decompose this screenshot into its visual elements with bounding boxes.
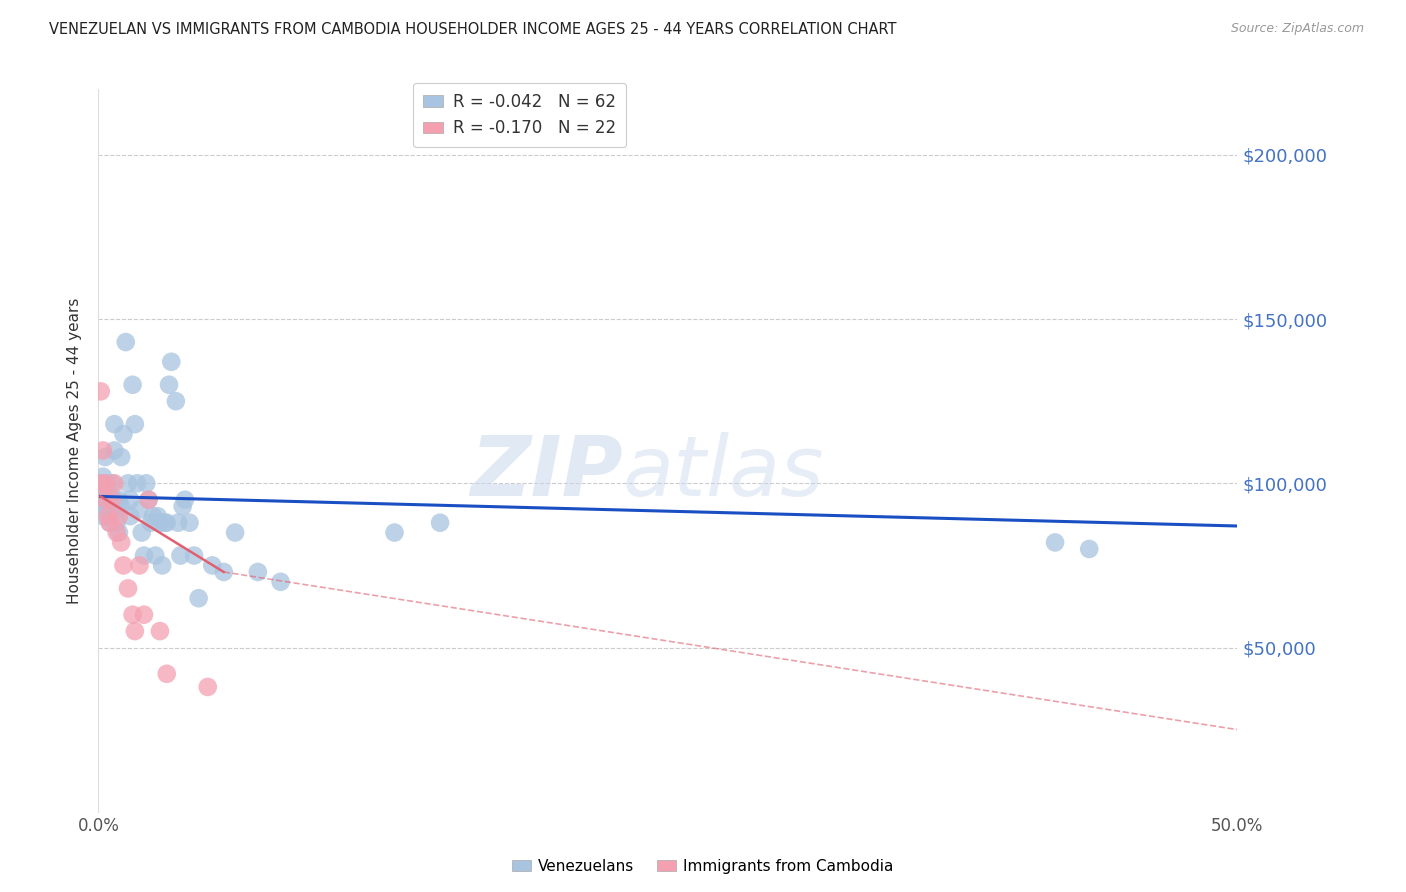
Point xyxy=(153,516,176,530)
Point xyxy=(201,558,224,573)
Point xyxy=(1078,541,1101,556)
Point xyxy=(128,502,150,516)
Point xyxy=(117,582,139,596)
Point xyxy=(179,516,201,530)
Point xyxy=(132,549,155,563)
Point xyxy=(132,607,155,622)
Point xyxy=(183,549,205,563)
Point xyxy=(98,516,121,530)
Point xyxy=(96,476,118,491)
Point xyxy=(101,500,124,514)
Point xyxy=(120,509,142,524)
Point xyxy=(124,624,146,639)
Point xyxy=(160,355,183,369)
Point xyxy=(224,525,246,540)
Point xyxy=(169,549,191,563)
Point xyxy=(101,476,124,491)
Point xyxy=(150,558,173,573)
Point xyxy=(108,492,131,507)
Text: Source: ZipAtlas.com: Source: ZipAtlas.com xyxy=(1230,22,1364,36)
Point xyxy=(94,476,117,491)
Point xyxy=(90,492,112,507)
Point xyxy=(96,502,118,516)
Point xyxy=(112,558,135,573)
Point xyxy=(157,377,180,392)
Point xyxy=(139,516,162,530)
Point xyxy=(1043,535,1066,549)
Point xyxy=(117,476,139,491)
Point xyxy=(138,492,160,507)
Point xyxy=(121,607,143,622)
Point xyxy=(114,334,136,349)
Point xyxy=(156,516,179,530)
Point xyxy=(112,427,135,442)
Point xyxy=(246,565,269,579)
Point xyxy=(212,565,235,579)
Point xyxy=(103,417,125,432)
Point xyxy=(146,509,169,524)
Point xyxy=(105,516,128,530)
Point xyxy=(103,492,125,507)
Point xyxy=(91,469,114,483)
Text: VENEZUELAN VS IMMIGRANTS FROM CAMBODIA HOUSEHOLDER INCOME AGES 25 - 44 YEARS COR: VENEZUELAN VS IMMIGRANTS FROM CAMBODIA H… xyxy=(49,22,897,37)
Point xyxy=(94,492,117,507)
Point xyxy=(145,549,167,563)
Point xyxy=(149,516,172,530)
Point xyxy=(187,591,209,606)
Point xyxy=(124,417,146,432)
Point xyxy=(94,492,117,507)
Point xyxy=(108,509,131,524)
Point xyxy=(91,509,114,524)
Point xyxy=(167,516,190,530)
Point xyxy=(90,476,112,491)
Point xyxy=(128,558,150,573)
Point xyxy=(110,500,132,514)
Y-axis label: Householder Income Ages 25 - 44 years: Householder Income Ages 25 - 44 years xyxy=(67,297,83,604)
Point xyxy=(90,384,112,399)
Point xyxy=(96,509,118,524)
Point xyxy=(91,443,114,458)
Point xyxy=(131,525,153,540)
Point xyxy=(149,624,172,639)
Point xyxy=(105,502,128,516)
Point xyxy=(384,525,406,540)
Point xyxy=(110,450,132,464)
Point xyxy=(90,476,112,491)
Point xyxy=(120,492,142,507)
Legend: R = -0.042   N = 62, R = -0.170   N = 22: R = -0.042 N = 62, R = -0.170 N = 22 xyxy=(413,83,626,147)
Point xyxy=(98,492,121,507)
Point xyxy=(142,509,165,524)
Point xyxy=(138,492,160,507)
Point xyxy=(105,525,128,540)
Point xyxy=(98,516,121,530)
Point xyxy=(165,394,187,409)
Point xyxy=(108,525,131,540)
Text: atlas: atlas xyxy=(623,432,824,513)
Point xyxy=(135,476,157,491)
Point xyxy=(94,450,117,464)
Point xyxy=(127,476,149,491)
Point xyxy=(172,500,194,514)
Point xyxy=(103,443,125,458)
Point xyxy=(429,516,451,530)
Point xyxy=(110,535,132,549)
Point xyxy=(270,574,292,589)
Point xyxy=(197,680,219,694)
Point xyxy=(101,492,124,507)
Point xyxy=(103,476,125,491)
Legend: Venezuelans, Immigrants from Cambodia: Venezuelans, Immigrants from Cambodia xyxy=(506,853,900,880)
Point xyxy=(121,377,143,392)
Point xyxy=(96,486,118,500)
Text: ZIP: ZIP xyxy=(470,432,623,513)
Point xyxy=(174,492,197,507)
Point xyxy=(156,666,179,681)
